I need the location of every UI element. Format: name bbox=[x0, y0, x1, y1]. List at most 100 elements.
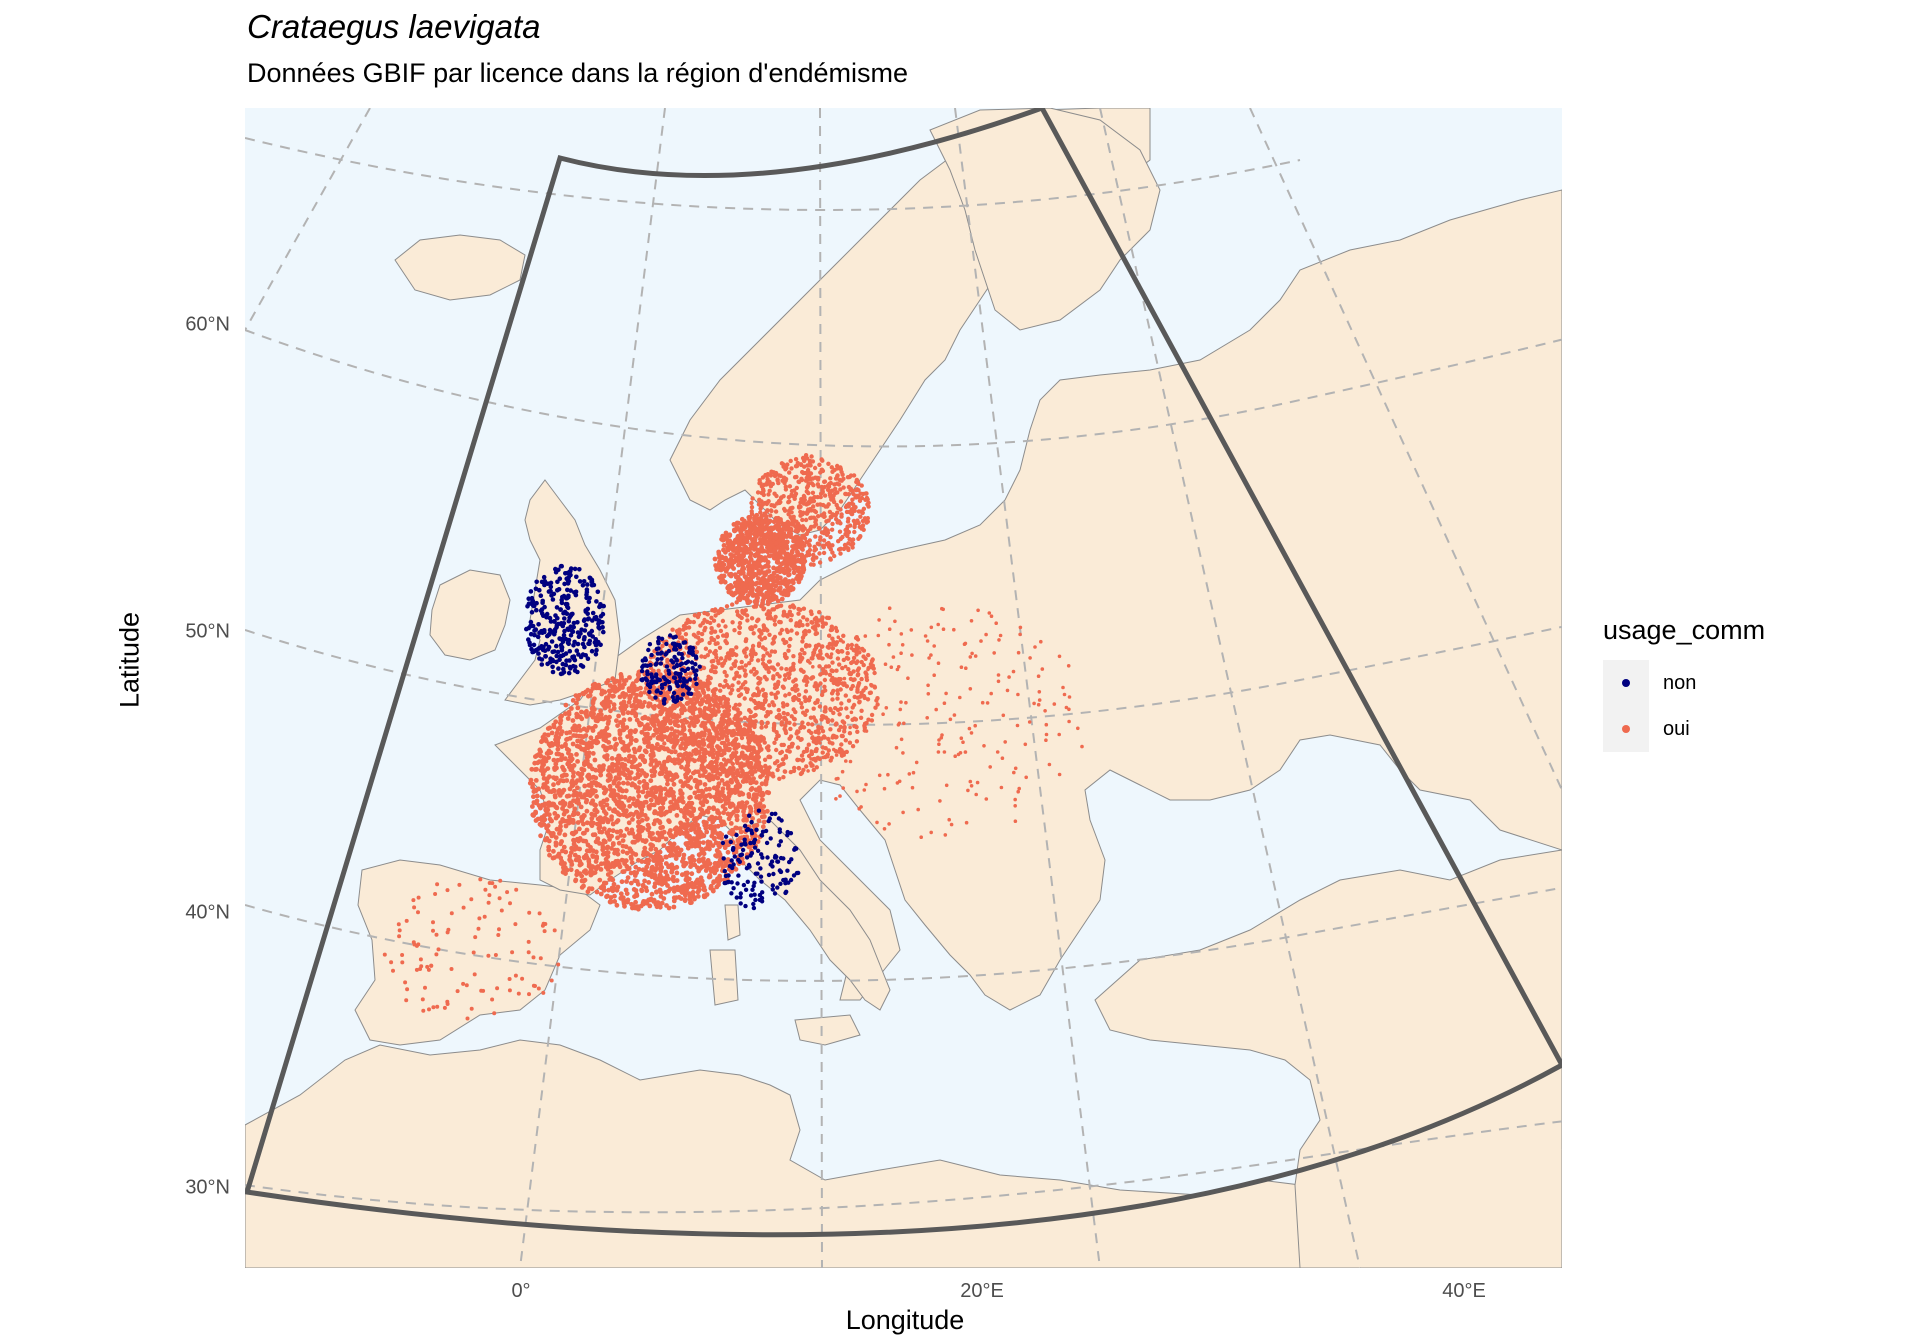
occurrence-point bbox=[763, 647, 768, 652]
occurrence-point bbox=[636, 819, 641, 825]
occurrence-point bbox=[861, 654, 866, 659]
occurrence-point bbox=[773, 695, 779, 700]
occurrence-point bbox=[818, 681, 823, 686]
occurrence-point bbox=[731, 566, 736, 571]
occurrence-point bbox=[743, 663, 748, 668]
occurrence-point bbox=[738, 717, 744, 722]
occurrence-point bbox=[829, 527, 835, 532]
occurrence-point bbox=[670, 627, 675, 632]
occurrence-point bbox=[660, 643, 665, 649]
occurrence-point bbox=[629, 827, 635, 833]
occurrence-point bbox=[649, 768, 655, 774]
occurrence-point bbox=[678, 788, 683, 794]
occurrence-point bbox=[681, 725, 687, 730]
occurrence-point bbox=[769, 691, 774, 696]
occurrence-point bbox=[656, 668, 661, 673]
occurrence-point bbox=[668, 799, 674, 805]
occurrence-point bbox=[563, 743, 568, 749]
occurrence-point bbox=[697, 780, 703, 786]
occurrence-point bbox=[819, 692, 825, 698]
occurrence-point bbox=[725, 849, 731, 855]
occurrence-point bbox=[731, 774, 736, 779]
occurrence-point bbox=[620, 838, 626, 843]
occurrence-point bbox=[717, 559, 722, 565]
occurrence-point bbox=[842, 681, 847, 686]
occurrence-point bbox=[747, 727, 753, 733]
occurrence-point bbox=[863, 491, 868, 496]
occurrence-point bbox=[543, 757, 549, 762]
occurrence-point bbox=[798, 657, 803, 663]
occurrence-point bbox=[711, 687, 717, 693]
occurrence-point bbox=[784, 627, 789, 633]
occurrence-point bbox=[607, 827, 612, 833]
occurrence-point bbox=[603, 738, 609, 744]
occurrence-point bbox=[754, 587, 760, 593]
occurrence-point bbox=[553, 815, 559, 821]
occurrence-point bbox=[822, 677, 828, 683]
occurrence-point bbox=[575, 705, 581, 711]
occurrence-point bbox=[756, 675, 761, 681]
x-tick-label: 40°E bbox=[1442, 1280, 1486, 1302]
occurrence-point bbox=[855, 729, 860, 734]
occurrence-point bbox=[554, 826, 560, 832]
occurrence-point bbox=[715, 770, 720, 775]
occurrence-point bbox=[820, 729, 826, 734]
occurrence-point bbox=[860, 646, 865, 652]
occurrence-point bbox=[546, 844, 552, 850]
occurrence-point bbox=[553, 835, 559, 840]
occurrence-point bbox=[835, 707, 841, 713]
occurrence-point bbox=[744, 637, 749, 642]
occurrence-point bbox=[575, 798, 581, 803]
occurrence-point bbox=[626, 758, 632, 764]
occurrence-point bbox=[775, 662, 781, 667]
occurrence-point bbox=[577, 826, 582, 832]
occurrence-point bbox=[724, 640, 729, 646]
occurrence-point bbox=[692, 884, 698, 889]
occurrence-point bbox=[673, 772, 679, 777]
occurrence-point bbox=[636, 747, 642, 753]
occurrence-point bbox=[798, 725, 803, 731]
occurrence-point bbox=[625, 875, 631, 880]
occurrence-point bbox=[637, 699, 643, 705]
occurrence-point bbox=[797, 543, 802, 548]
occurrence-point bbox=[563, 871, 568, 876]
occurrence-point bbox=[656, 837, 662, 843]
occurrence-point bbox=[640, 789, 646, 795]
occurrence-point bbox=[622, 809, 627, 814]
occurrence-point bbox=[621, 717, 627, 723]
occurrence-point bbox=[804, 485, 810, 490]
occurrence-point bbox=[640, 825, 646, 831]
occurrence-point bbox=[809, 656, 814, 661]
occurrence-point bbox=[826, 664, 832, 669]
occurrence-point bbox=[752, 698, 757, 704]
occurrence-point bbox=[616, 803, 622, 809]
occurrence-point bbox=[749, 669, 754, 674]
occurrence-point bbox=[648, 752, 654, 758]
occurrence-point bbox=[757, 680, 762, 685]
occurrence-point bbox=[657, 904, 663, 910]
occurrence-point bbox=[771, 674, 776, 679]
occurrence-point bbox=[593, 718, 599, 723]
occurrence-point bbox=[857, 650, 862, 655]
occurrence-point bbox=[644, 781, 649, 787]
occurrence-point bbox=[740, 682, 746, 687]
occurrence-point bbox=[620, 746, 626, 752]
occurrence-point bbox=[531, 794, 536, 800]
occurrence-point bbox=[724, 734, 729, 739]
occurrence-point bbox=[734, 825, 740, 831]
occurrence-point bbox=[781, 775, 786, 780]
occurrence-point bbox=[859, 676, 864, 682]
occurrence-point bbox=[649, 719, 654, 725]
occurrence-point bbox=[558, 861, 564, 866]
occurrence-point bbox=[736, 687, 741, 693]
occurrence-point bbox=[813, 547, 819, 552]
occurrence-point bbox=[642, 878, 647, 884]
occurrence-point bbox=[789, 510, 794, 515]
occurrence-point bbox=[729, 790, 734, 795]
occurrence-point bbox=[601, 809, 607, 814]
occurrence-point bbox=[582, 747, 587, 753]
occurrence-point bbox=[788, 458, 793, 464]
occurrence-point bbox=[781, 611, 787, 616]
occurrence-point bbox=[673, 830, 679, 836]
occurrence-point bbox=[730, 648, 735, 653]
